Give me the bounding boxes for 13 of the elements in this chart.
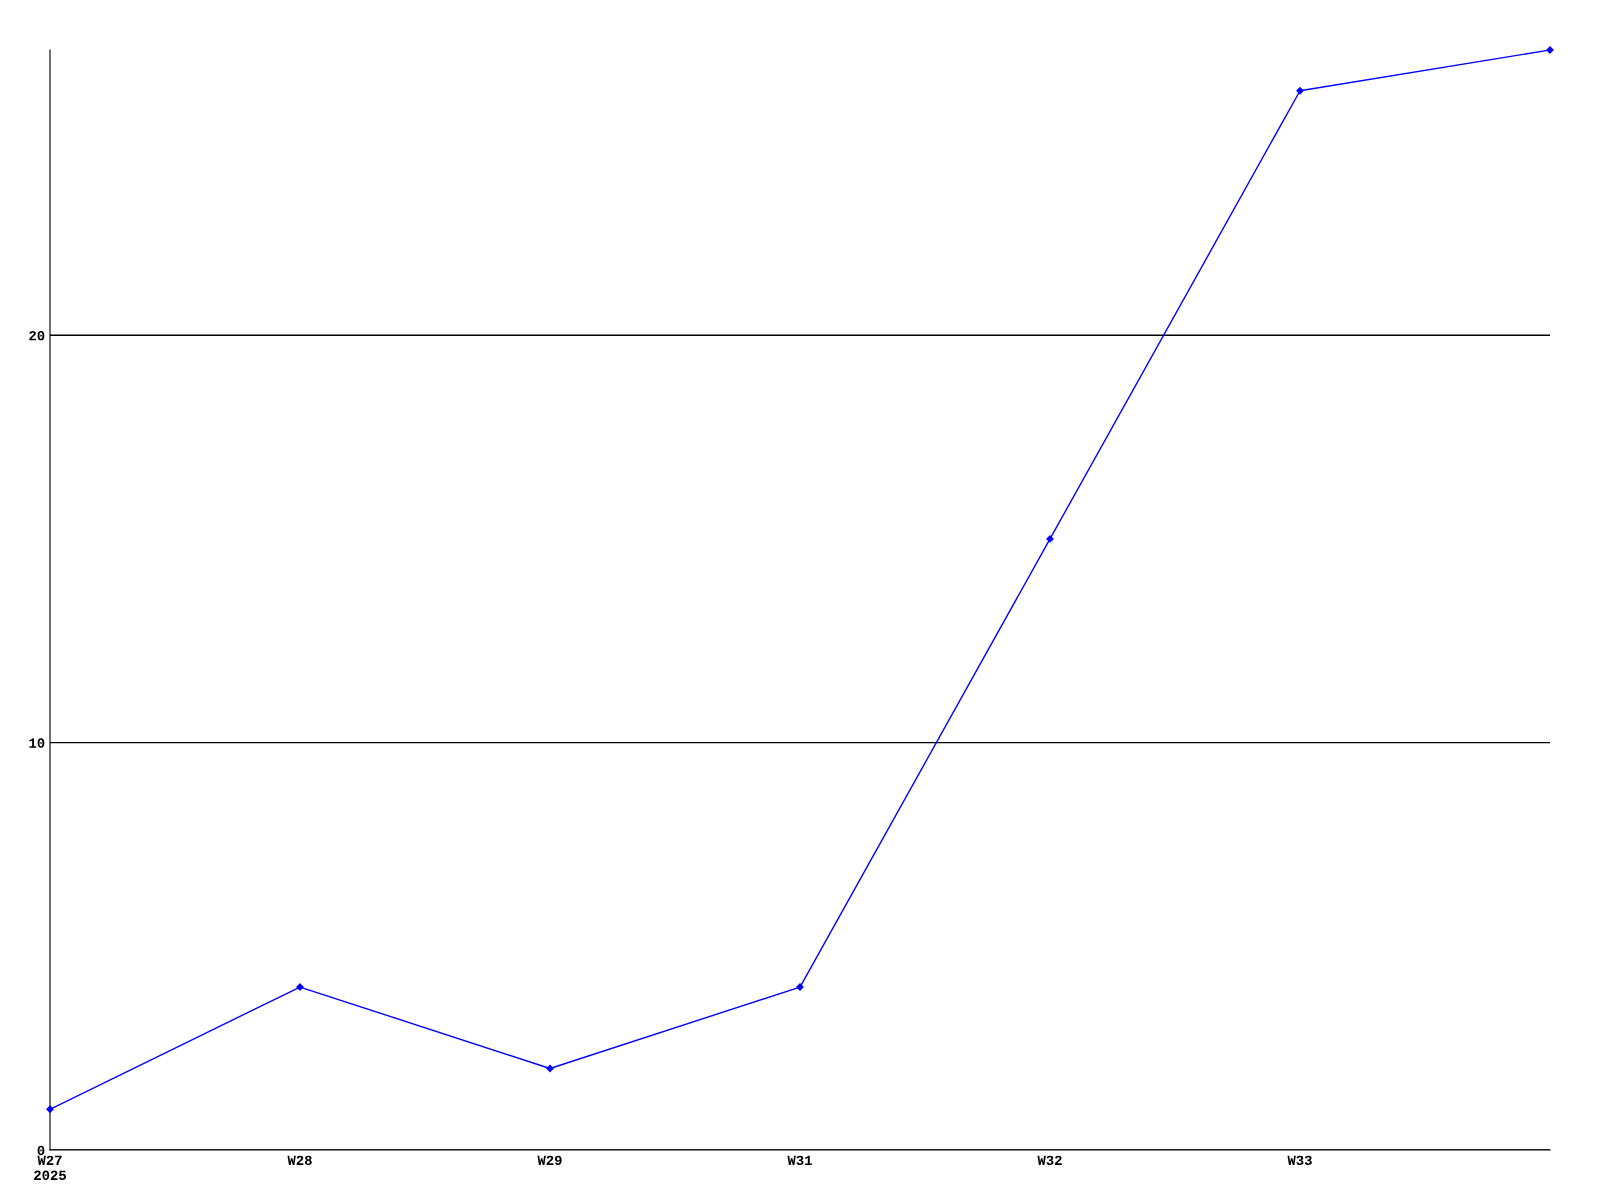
x-tick-label: W29 xyxy=(537,1155,562,1166)
x-tick-label: W28 xyxy=(287,1155,312,1166)
x-tick-label: W27 2025 xyxy=(34,1155,66,1181)
x-tick-label: W31 xyxy=(787,1155,812,1166)
x-tick-label: W33 xyxy=(1287,1155,1312,1166)
y-tick-label: 10 xyxy=(29,738,45,748)
point xyxy=(1046,535,1054,543)
x-tick-label: W32 xyxy=(1037,1155,1062,1166)
point xyxy=(546,1064,554,1073)
point xyxy=(46,1105,54,1113)
y-tick-label: 0 xyxy=(37,1145,45,1156)
point xyxy=(1296,87,1304,95)
y-tick-label: 20 xyxy=(29,330,45,341)
